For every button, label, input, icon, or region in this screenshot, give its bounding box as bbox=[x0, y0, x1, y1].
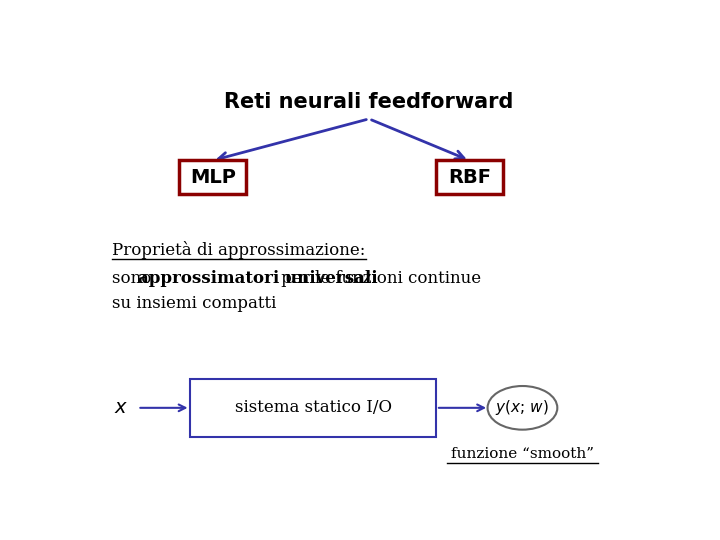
Ellipse shape bbox=[487, 386, 557, 430]
Text: funzione “smooth”: funzione “smooth” bbox=[451, 447, 594, 461]
Text: Reti neurali feedforward: Reti neurali feedforward bbox=[225, 92, 513, 112]
Text: su insiemi compatti: su insiemi compatti bbox=[112, 295, 276, 312]
Text: sistema statico I/O: sistema statico I/O bbox=[235, 400, 392, 416]
Text: sono: sono bbox=[112, 271, 157, 287]
Text: Proprietà di approssimazione:: Proprietà di approssimazione: bbox=[112, 241, 366, 259]
Text: $y(x;\,w)$: $y(x;\,w)$ bbox=[495, 399, 549, 417]
FancyBboxPatch shape bbox=[436, 160, 503, 194]
Text: MLP: MLP bbox=[190, 167, 235, 186]
Text: approssimatori universali: approssimatori universali bbox=[138, 271, 377, 287]
Text: per le funzioni continue: per le funzioni continue bbox=[276, 271, 482, 287]
Text: RBF: RBF bbox=[448, 167, 491, 186]
Text: $x$: $x$ bbox=[114, 399, 127, 417]
FancyBboxPatch shape bbox=[179, 160, 246, 194]
FancyBboxPatch shape bbox=[190, 379, 436, 437]
